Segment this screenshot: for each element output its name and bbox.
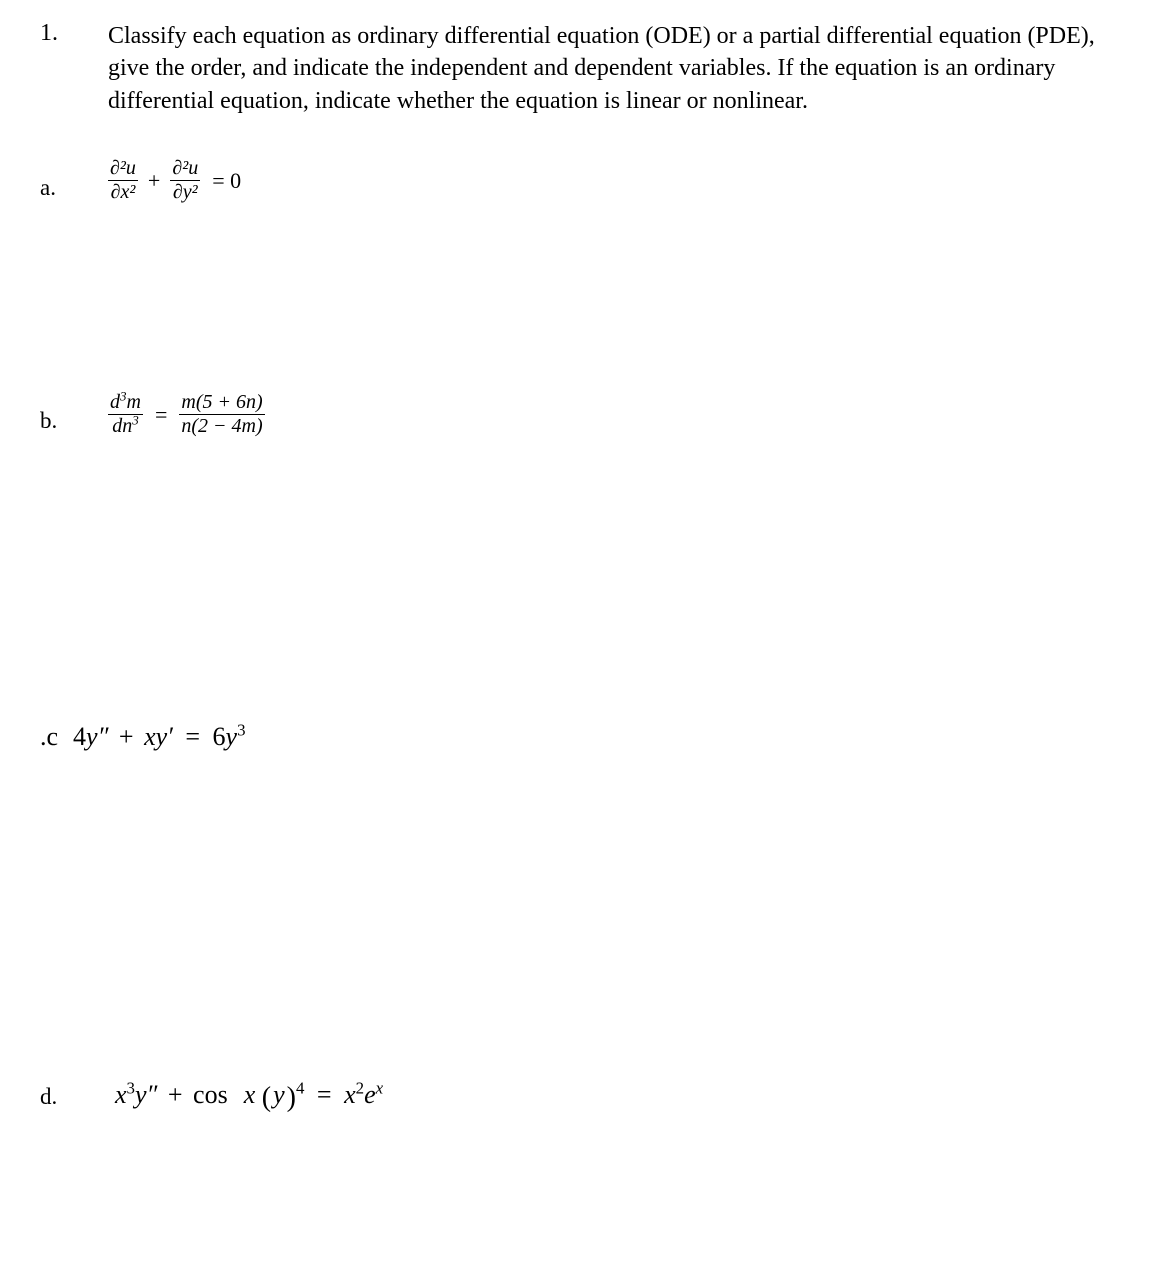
item-d-label: d. [40, 1084, 57, 1110]
b-lhs-den-dn: dn [112, 415, 132, 437]
equation-d: x3y″ + cos x (y)4 = x2ex [115, 1080, 383, 1114]
d-lparen: ( [262, 1082, 271, 1113]
d-rhs-x-sup: 2 [356, 1078, 364, 1097]
equation-b: d3m dn3 = m(5 + 6n) n(2 − 4m) [108, 392, 265, 437]
d-rhs-e-sup: x [376, 1078, 384, 1097]
d-eq: = [311, 1080, 338, 1109]
fraction-a1-den: ∂x² [108, 181, 138, 203]
eq-a-rhs: = 0 [206, 168, 241, 194]
equation-c: .c 4y″ + xy′ = 6y3 [40, 722, 246, 752]
item-a-label: a. [40, 175, 56, 201]
d-rparen: ) [287, 1082, 296, 1113]
fraction-a2-den: ∂y² [170, 181, 200, 203]
d-x3-sup: 3 [127, 1078, 135, 1097]
c-xy: xy′ [144, 722, 173, 751]
prompt-number: 1. [40, 20, 58, 47]
item-b-label: b. [40, 408, 57, 434]
c-eq: = [179, 722, 206, 751]
b-lhs-d: d [110, 391, 120, 413]
plus-a: + [144, 168, 164, 194]
fraction-a1: ∂²u ∂x² [108, 158, 138, 203]
c-y3: y [226, 722, 238, 751]
c-y3-sup: 3 [237, 720, 245, 739]
equation-a: ∂²u ∂x² + ∂²u ∂y² = 0 [108, 158, 241, 203]
d-y: y [271, 1080, 287, 1109]
d-cos: cos [193, 1080, 228, 1109]
fraction-a2: ∂²u ∂y² [170, 158, 200, 203]
c-6: 6 [213, 722, 226, 751]
c-y1: y″ [86, 722, 108, 751]
item-c-label: .c [40, 722, 58, 751]
d-x: x [244, 1080, 256, 1109]
fraction-b-lhs: d3m dn3 [108, 392, 143, 437]
c-4: 4 [73, 722, 86, 751]
page: 1. Classify each equation as ordinary di… [0, 0, 1174, 1270]
d-ypp: y″ [135, 1080, 157, 1109]
b-lhs-den-sup: 3 [132, 412, 139, 427]
fraction-b-rhs-den: n(2 − 4m) [179, 415, 264, 437]
d-x3: x [115, 1080, 127, 1109]
fraction-b-rhs-num: m(5 + 6n) [179, 392, 264, 415]
d-plus: + [164, 1080, 187, 1109]
fraction-a1-num: ∂²u [108, 158, 138, 181]
prompt-text: Classify each equation as ordinary diffe… [108, 20, 1108, 117]
d-rhs-x: x [344, 1080, 356, 1109]
fraction-a2-num: ∂²u [170, 158, 200, 181]
c-plus: + [115, 722, 138, 751]
d-y-sup: 4 [296, 1078, 304, 1097]
fraction-b-rhs: m(5 + 6n) n(2 − 4m) [179, 392, 264, 437]
fraction-b-lhs-den: dn3 [108, 415, 143, 437]
eq-b-sign: = [149, 402, 173, 428]
b-lhs-m: m [127, 391, 141, 413]
d-rhs-e: e [364, 1080, 376, 1109]
